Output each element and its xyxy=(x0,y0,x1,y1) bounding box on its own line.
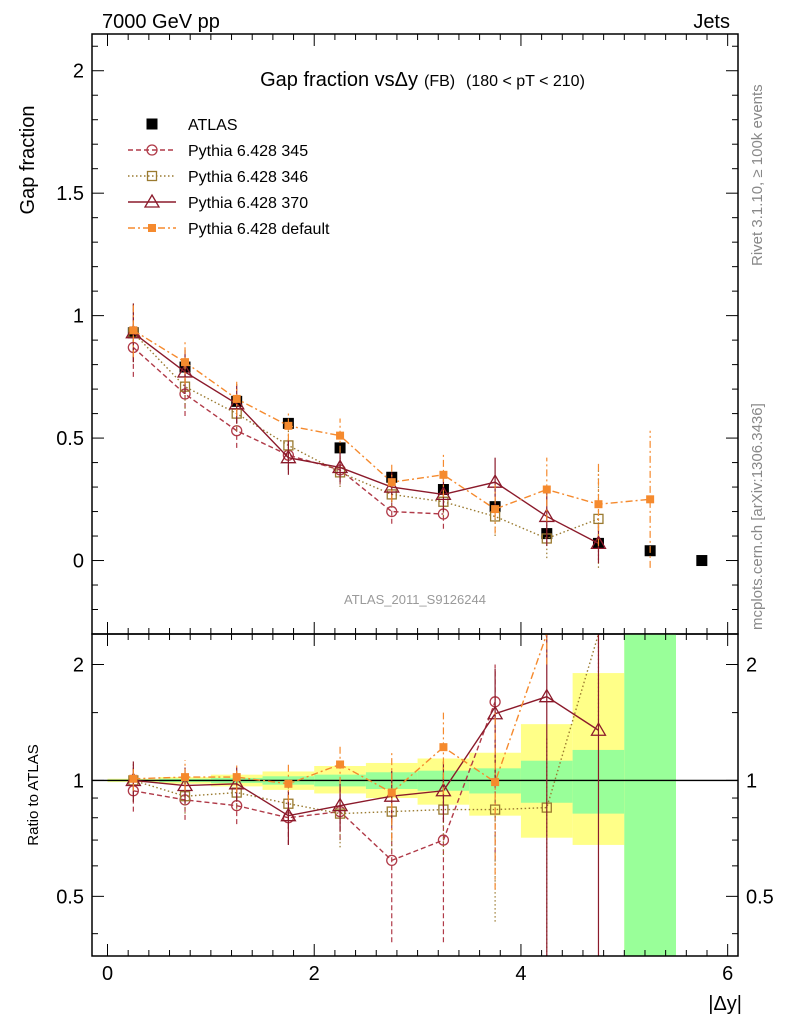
legend-marker xyxy=(143,193,161,208)
ratio-y-tick-label-right: 2 xyxy=(746,654,757,676)
main-y-axis-label: Gap fraction xyxy=(17,106,39,215)
main-series-line xyxy=(132,332,599,540)
ratio-clip-group xyxy=(125,634,607,956)
main-y-tick-label: 0 xyxy=(73,551,84,573)
side-version-label: Rivet 3.1.10, ≥ 100k events xyxy=(749,84,766,266)
ratio-axes: 0.5 0.5 1 1 2 2 0 2 4 6 xyxy=(56,634,774,985)
ratio-y-tick-label: 1 xyxy=(73,770,84,792)
main-data-point xyxy=(696,555,708,567)
x-tick-label: 2 xyxy=(309,963,320,985)
side-source-label: mcplots.cern.ch [arXiv:1306.3436] xyxy=(749,403,766,630)
ratio-data-point xyxy=(232,773,241,782)
ratio-data-point xyxy=(387,788,396,797)
ratio-data-point xyxy=(284,779,293,788)
main-data-point xyxy=(491,505,500,514)
ratio-series-line xyxy=(133,634,600,815)
ratio-data-point xyxy=(439,743,448,752)
ratio-y-tick-label: 0.5 xyxy=(56,886,84,908)
legend-marker xyxy=(146,144,158,156)
ratio-data-point xyxy=(491,778,500,787)
x-tick-label: 6 xyxy=(722,963,733,985)
main-data-point xyxy=(284,421,293,430)
main-data-point xyxy=(435,486,452,501)
main-data-point xyxy=(232,394,241,403)
main-data-point xyxy=(439,470,448,479)
legend-entry-3: Pythia 6.428 370 xyxy=(128,193,308,212)
process-label: Jets xyxy=(693,11,730,33)
main-y-tick-label: 0.5 xyxy=(56,428,84,450)
main-data-point xyxy=(594,500,603,509)
ratio-y-tick-label: 2 xyxy=(73,654,84,676)
legend-marker xyxy=(148,224,156,232)
main-data-point xyxy=(590,535,607,550)
ratio-y-tick-label-right: 0.5 xyxy=(746,886,774,908)
ratio-y-axis-label: Ratio to ATLAS xyxy=(25,744,42,845)
ratio-panel-frame xyxy=(91,633,739,957)
legend-label: Pythia 6.428 345 xyxy=(188,143,308,160)
main-series-3 xyxy=(125,303,607,563)
main-data-point xyxy=(542,485,551,494)
main-data-point xyxy=(181,358,190,367)
ratio-series-line xyxy=(133,695,599,817)
main-data-point xyxy=(538,508,555,523)
ratio-data-point xyxy=(336,760,345,769)
main-y-tick-label: 2 xyxy=(73,61,84,83)
main-series-0 xyxy=(127,327,708,567)
legend-label: Pythia 6.428 346 xyxy=(188,169,308,186)
main-data-point xyxy=(280,449,297,464)
main-title-cut: (180 < pT < 210) xyxy=(466,73,585,90)
main-series-4 xyxy=(129,303,655,568)
main-series-layer xyxy=(125,303,708,568)
main-series-line xyxy=(132,332,599,545)
main-data-point xyxy=(331,459,349,474)
ratio-data-point xyxy=(129,774,138,783)
main-y-tick-label: 1.5 xyxy=(56,183,84,205)
main-data-point xyxy=(129,326,138,335)
x-tick-label: 4 xyxy=(515,963,526,985)
analysis-id: ATLAS_2011_S9126244 xyxy=(344,592,486,607)
legend-entry-2: Pythia 6.428 346 xyxy=(128,169,308,186)
ratio-data-point xyxy=(590,721,607,736)
main-data-point xyxy=(336,431,345,440)
legend-entry-4: Pythia 6.428 default xyxy=(128,221,330,238)
legend-label: Pythia 6.428 370 xyxy=(188,195,308,212)
main-data-point xyxy=(176,363,194,378)
x-tick-label: 0 xyxy=(102,963,113,985)
ratio-data-point xyxy=(538,688,555,703)
ratio-data-point xyxy=(331,797,349,812)
legend-label: ATLAS xyxy=(188,117,238,134)
main-data-point xyxy=(387,478,396,487)
main-axes: 0 0.5 1 1.5 2 xyxy=(56,34,738,634)
legend-entry-1: Pythia 6.428 345 xyxy=(128,143,308,160)
ratio-data-point xyxy=(435,782,452,797)
ratio-data-point xyxy=(181,773,190,782)
legend-marker xyxy=(146,118,158,130)
main-y-tick-label: 1 xyxy=(73,306,84,328)
legend-marker xyxy=(146,170,158,182)
ratio-data-point xyxy=(386,854,398,867)
energy-label: 7000 GeV pp xyxy=(102,11,220,33)
main-series-2 xyxy=(128,303,604,568)
main-title-suffix: (FB) xyxy=(424,73,455,90)
ratio-y-tick-label-right: 1 xyxy=(746,770,757,792)
main-title: Gap fraction vsΔy xyxy=(260,69,418,91)
legend-label: Pythia 6.428 default xyxy=(188,221,330,238)
ratio-series-layer xyxy=(125,634,607,956)
ratio-data-point xyxy=(280,807,297,822)
ratio-data-point xyxy=(437,834,450,846)
legend: ATLAS Pythia 6.428 345 Pythia 6.428 346 Pyt… xyxy=(128,117,330,238)
x-axis-label: |Δy| xyxy=(708,993,742,1015)
ratio-series-3 xyxy=(129,634,548,890)
inner-uncertainty-band xyxy=(624,634,676,956)
main-data-point xyxy=(646,495,655,504)
legend-entry-0: ATLAS xyxy=(146,117,238,134)
